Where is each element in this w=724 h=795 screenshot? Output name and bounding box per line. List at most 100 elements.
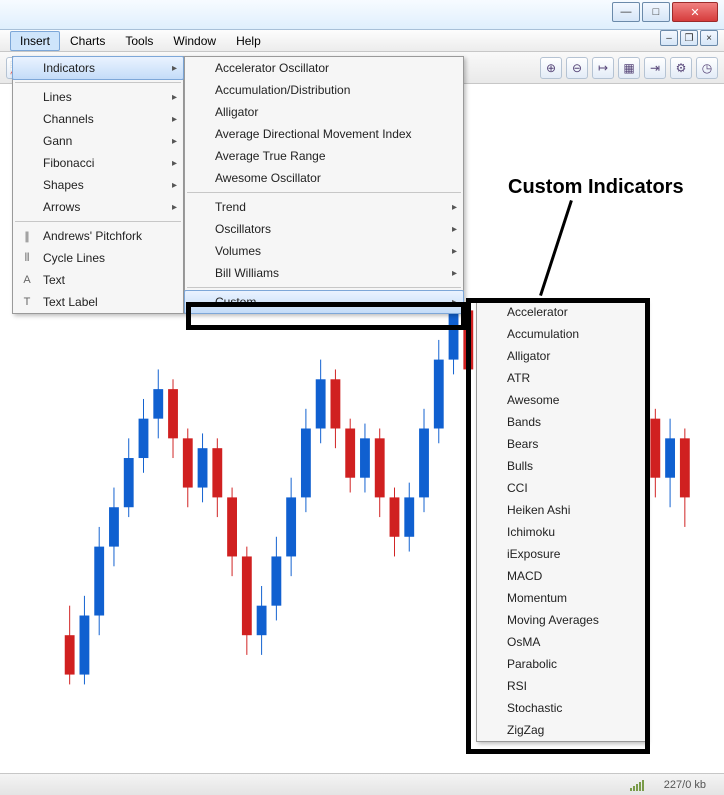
menu-item-label: Alligator	[215, 105, 258, 119]
submenu-arrow-icon: ▸	[172, 92, 177, 103]
menu-item-accumulation-distribution[interactable]: Accumulation/Distribution	[185, 79, 463, 101]
menu-item-label: Shapes	[43, 178, 84, 192]
menu-item-macd[interactable]: MACD	[477, 565, 645, 587]
menu-item-accelerator[interactable]: Accelerator	[477, 301, 645, 323]
menu-item-label: Accelerator Oscillator	[215, 61, 329, 75]
menu-item-rsi[interactable]: RSI	[477, 675, 645, 697]
menu-item-oscillators[interactable]: Oscillators ▸	[185, 218, 463, 240]
menu-item-bill-williams[interactable]: Bill Williams▸	[185, 262, 463, 284]
child-maximize-button[interactable]: ❐	[680, 30, 698, 46]
menu-separator	[187, 192, 461, 193]
menu-insert[interactable]: Insert	[10, 31, 60, 51]
menu-item-label: Bulls	[507, 459, 533, 473]
child-minimize-button[interactable]: –	[660, 30, 678, 46]
menu-item-trend[interactable]: Trend ▸	[185, 196, 463, 218]
menu-separator	[187, 287, 461, 288]
menu-item-label: Average Directional Movement Index	[215, 127, 412, 141]
menu-item-lines[interactable]: Lines ▸	[13, 86, 183, 108]
menu-item-volumes[interactable]: Volumes ▸	[185, 240, 463, 262]
submenu-arrow-icon: ▸	[452, 224, 457, 235]
menu-item-awesome-oscillator[interactable]: Awesome Oscillator	[185, 167, 463, 189]
menu-item-text[interactable]: A Text	[13, 269, 183, 291]
connection-bars-icon	[630, 779, 644, 791]
menu-item-label: Heiken Ashi	[507, 503, 570, 517]
menu-item-osma[interactable]: OsMA	[477, 631, 645, 653]
menu-item-bears[interactable]: Bears	[477, 433, 645, 455]
menu-item-parabolic[interactable]: Parabolic	[477, 653, 645, 675]
submenu-arrow-icon: ▸	[452, 202, 457, 213]
menu-item-alligator[interactable]: Alligator	[477, 345, 645, 367]
status-kb: 227/0 kb	[664, 779, 706, 791]
menu-item-alligator[interactable]: Alligator	[185, 101, 463, 123]
guide-icon[interactable]: ↦	[592, 57, 614, 79]
menu-item-momentum[interactable]: Momentum	[477, 587, 645, 609]
menu-item-gann[interactable]: Gann▸	[13, 130, 183, 152]
menu-item-label: Cycle Lines	[43, 251, 105, 265]
grid-icon[interactable]: ▦	[618, 57, 640, 79]
menu-item-andrews-pitchfork[interactable]: ∥Andrews' Pitchfork	[13, 225, 183, 247]
clock-icon[interactable]: ◷	[696, 57, 718, 79]
menu-item-indicators[interactable]: Indicators ▸	[12, 56, 184, 80]
menu-item-bulls[interactable]: Bulls	[477, 455, 645, 477]
menu-item-awesome[interactable]: Awesome	[477, 389, 645, 411]
close-button[interactable]: ✕	[672, 2, 718, 22]
menu-item-label: OsMA	[507, 635, 540, 649]
menu-item-shapes[interactable]: Shapes ▸	[13, 174, 183, 196]
menu-item-moving-averages[interactable]: Moving Averages	[477, 609, 645, 631]
menu-window[interactable]: Window	[163, 31, 226, 51]
menu-item-stochastic[interactable]: Stochastic	[477, 697, 645, 719]
menu-help[interactable]: Help	[226, 31, 271, 51]
menu-item-label: Accumulation/Distribution	[215, 83, 350, 97]
menu-item-iexposure[interactable]: iExposure	[477, 543, 645, 565]
menu-item-channels[interactable]: Channels▸	[13, 108, 183, 130]
menu-item-label: Alligator	[507, 349, 550, 363]
menu-item-text-label[interactable]: TText Label	[13, 291, 183, 313]
menu-item-label: Ichimoku	[507, 525, 555, 539]
insert-menu: Indicators▸Lines▸Channels▸Gann▸Fibonacci…	[12, 56, 184, 314]
menu-item-label: Indicators	[43, 61, 95, 75]
menu-item-label: Trend	[215, 200, 246, 214]
maximize-button[interactable]: □	[642, 2, 670, 22]
submenu-arrow-icon: ▸	[172, 202, 177, 213]
zoom-in-icon[interactable]: ⊕	[540, 57, 562, 79]
menu-item-accelerator-oscillator[interactable]: Accelerator Oscillator	[185, 57, 463, 79]
menu-item-accumulation[interactable]: Accumulation	[477, 323, 645, 345]
menu-item-custom[interactable]: Custom▸	[184, 290, 464, 314]
menu-item-label: Awesome	[507, 393, 559, 407]
menu-item-label: Lines	[43, 90, 72, 104]
shift-icon[interactable]: ⇥	[644, 57, 666, 79]
menu-item-cycle-lines[interactable]: ⦀Cycle Lines	[13, 247, 183, 269]
menu-item-average-directional-movement-index[interactable]: Average Directional Movement Index	[185, 123, 463, 145]
submenu-arrow-icon: ▸	[172, 63, 177, 74]
menu-item-label: RSI	[507, 679, 527, 693]
menu-item-label: Oscillators	[215, 222, 271, 236]
menu-charts[interactable]: Charts	[60, 31, 115, 51]
submenu-arrow-icon: ▸	[172, 158, 177, 169]
submenu-arrow-icon: ▸	[172, 136, 177, 147]
menu-item-label: iExposure	[507, 547, 560, 561]
menu-item-label: Fibonacci	[43, 156, 94, 170]
child-close-button[interactable]: ×	[700, 30, 718, 46]
menu-item-ichimoku[interactable]: Ichimoku	[477, 521, 645, 543]
menu-item-average-true-range[interactable]: Average True Range	[185, 145, 463, 167]
submenu-arrow-icon: ▸	[172, 180, 177, 191]
text-icon: A	[19, 274, 35, 286]
menu-item-fibonacci[interactable]: Fibonacci ▸	[13, 152, 183, 174]
menu-item-label: Custom	[215, 295, 256, 309]
minimize-button[interactable]: —	[612, 2, 640, 22]
menu-item-label: Text	[43, 273, 65, 287]
menu-item-cci[interactable]: CCI	[477, 477, 645, 499]
menu-item-arrows[interactable]: Arrows ▸	[13, 196, 183, 218]
menu-item-label: Arrows	[43, 200, 80, 214]
menu-tools[interactable]: Tools	[115, 31, 163, 51]
menu-item-atr[interactable]: ATR	[477, 367, 645, 389]
zoom-out-icon[interactable]: ⊖	[566, 57, 588, 79]
settings-icon[interactable]: ⚙	[670, 57, 692, 79]
menu-item-label: Momentum	[507, 591, 567, 605]
menu-item-bands[interactable]: Bands	[477, 411, 645, 433]
submenu-arrow-icon: ▸	[452, 246, 457, 257]
menu-item-label: Accumulation	[507, 327, 579, 341]
menu-item-label: Volumes	[215, 244, 261, 258]
menu-item-heiken-ashi[interactable]: Heiken Ashi	[477, 499, 645, 521]
menu-item-zigzag[interactable]: ZigZag	[477, 719, 645, 741]
